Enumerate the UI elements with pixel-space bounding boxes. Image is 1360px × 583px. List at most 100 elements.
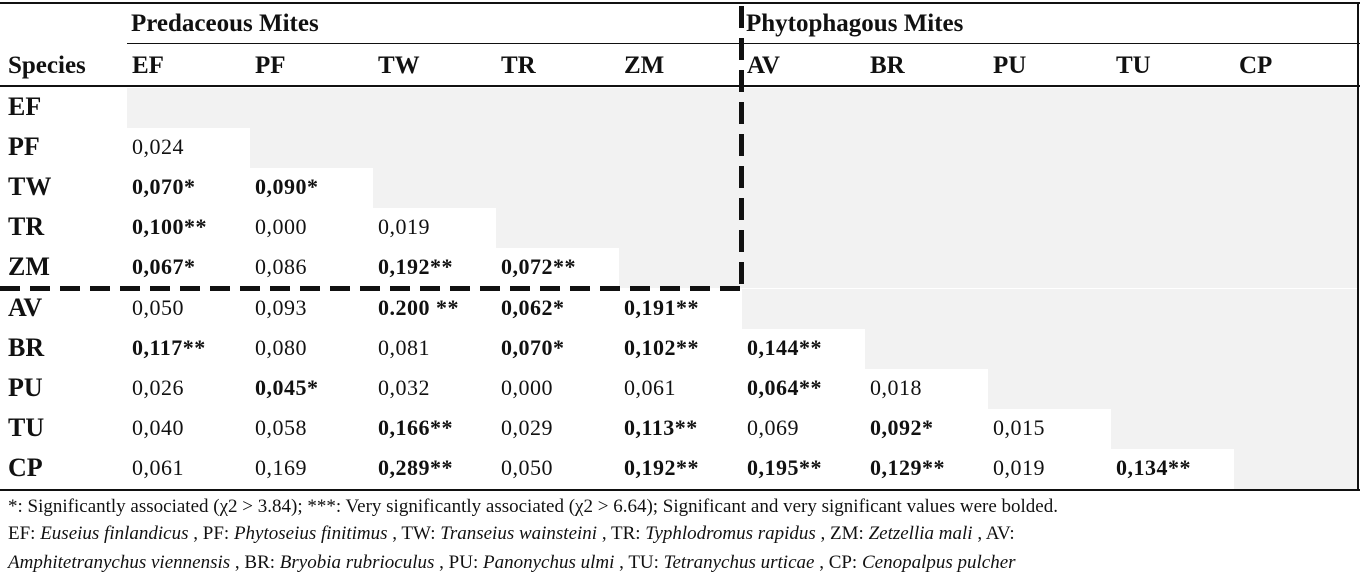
cell-av-zm: 0,191** [624,295,699,320]
row-label-tr: TR [8,212,45,241]
column-header-br: BR [870,52,905,79]
species-name: Tetranychus urticae [663,552,815,573]
cell-pu-av: 0,064** [747,375,822,400]
column-header-cp: CP [1239,52,1273,79]
row-label-cp: CP [8,453,43,482]
cell-pu-tr: 0,000 [501,375,553,400]
abbreviation-text: EF: [8,523,41,544]
species-name: Transeius wainsteini [440,523,598,544]
row-label-tw: TW [8,172,52,201]
cell-zm-tr: 0,072** [501,254,576,279]
empty-shaded-cells [373,168,1357,208]
footnote-abbreviations-line1: EF: Euseius finlandicus , PF: Phytoseius… [8,522,1015,546]
row-label-pf: PF [8,132,40,161]
footnote-significance: *: Significantly associated (χ2 > 3.84);… [8,496,1058,517]
top-rule [0,2,1360,4]
cell-cp-tr: 0,050 [501,455,553,480]
row-label-br: BR [8,333,45,362]
abbreviation-text: , TR: [597,523,646,544]
empty-shaded-cells [1111,409,1357,449]
column-header-tr: TR [501,52,536,79]
species-name: Zetzellia mali [868,523,973,544]
cell-tu-pu: 0,015 [993,415,1045,440]
column-header-tu: TU [1116,52,1151,79]
cell-zm-ef: 0,067* [132,254,196,279]
cell-tu-ef: 0,040 [132,415,184,440]
empty-shaded-cells [1234,449,1357,489]
cell-br-pf: 0,080 [255,335,307,360]
cell-av-pf: 0,093 [255,295,307,320]
column-header-pf: PF [255,52,286,79]
cell-zm-tw: 0,192** [378,254,453,279]
column-header-tw: TW [378,52,420,79]
cell-tw-pf: 0,090* [255,174,319,199]
cell-tr-tw: 0,019 [378,214,430,239]
species-name: Panonychus ulmi [483,552,615,573]
abbreviation-text: , PF: [188,523,234,544]
group-header-predaceous: Predaceous Mites [131,10,319,37]
cell-tu-av: 0,069 [747,415,799,440]
column-header-ef: EF [132,52,164,79]
species-column-header: Species [8,52,86,79]
cell-pu-ef: 0,026 [132,375,184,400]
cell-pu-pf: 0,045* [255,375,319,400]
abbreviation-text: , CP: [814,552,862,573]
cell-cp-br: 0,129** [870,455,945,480]
cell-br-tw: 0,081 [378,335,430,360]
cell-cp-pf: 0,169 [255,455,307,480]
abbreviation-text: , TU: [614,552,664,573]
cell-br-av: 0,144** [747,335,822,360]
species-name: Phytoseius finitimus [233,523,388,544]
cell-cp-av: 0,195** [747,455,822,480]
footnote-abbreviations-line2: Amphitetranychus viennensis , BR: Bryobi… [8,551,1016,575]
cell-tu-br: 0,092* [870,415,934,440]
row-label-pu: PU [8,373,43,402]
cell-cp-tu: 0,134** [1116,455,1191,480]
cell-pu-tw: 0,032 [378,375,430,400]
cell-br-tr: 0,070* [501,335,565,360]
cell-pf-ef: 0,024 [132,134,184,159]
cell-tr-pf: 0,000 [255,214,307,239]
cell-zm-pf: 0,086 [255,254,307,279]
table-bottom-rule [0,489,1360,491]
column-header-pu: PU [993,52,1027,79]
species-name: Cenopalpus pulcher [861,552,1016,573]
cell-pu-zm: 0,061 [624,375,676,400]
cell-av-ef: 0,050 [132,295,184,320]
row-label-zm: ZM [8,252,50,281]
empty-shaded-cells [988,369,1357,409]
species-name: Bryobia rubrioculus [279,552,435,573]
cell-tr-ef: 0,100** [132,214,207,239]
row-label-ef: EF [8,92,42,121]
empty-shaded-cells [496,208,1357,248]
species-name: Amphitetranychus viennensis [8,552,231,573]
cell-cp-zm: 0,192** [624,455,699,480]
empty-shaded-cells [619,248,1357,288]
row-label-av: AV [8,293,43,322]
abbreviation-text: , BR: [230,552,280,573]
cell-cp-tw: 0,289** [378,455,453,480]
cell-cp-ef: 0,061 [132,455,184,480]
species-name: Euseius finlandicus [40,523,189,544]
cell-tu-pf: 0,058 [255,415,307,440]
abbreviation-text: , TW: [387,523,441,544]
species-name: Typhlodromus rapidus [645,523,816,544]
cell-av-tr: 0,062* [501,295,565,320]
predaceous-block-right-dashed-border [739,6,744,291]
right-edge-rule [1357,2,1359,491]
cell-tw-ef: 0,070* [132,174,196,199]
row-label-tu: TU [8,413,45,442]
group-header-phytophagous: Phytophagous Mites [746,10,964,37]
column-header-rule [0,85,1360,87]
predaceous-block-bottom-dashed-border [0,286,744,291]
cell-tu-tr: 0,029 [501,415,553,440]
empty-shaded-cells [250,128,1357,168]
column-header-av: AV [747,52,780,79]
cell-br-zm: 0,102** [624,335,699,360]
cell-av-tw: 0.200 ** [378,295,459,320]
cell-tu-zm: 0,113** [624,415,698,440]
empty-shaded-cells [865,329,1357,369]
empty-shaded-cells [742,289,1357,329]
cell-tu-tw: 0,166** [378,415,453,440]
